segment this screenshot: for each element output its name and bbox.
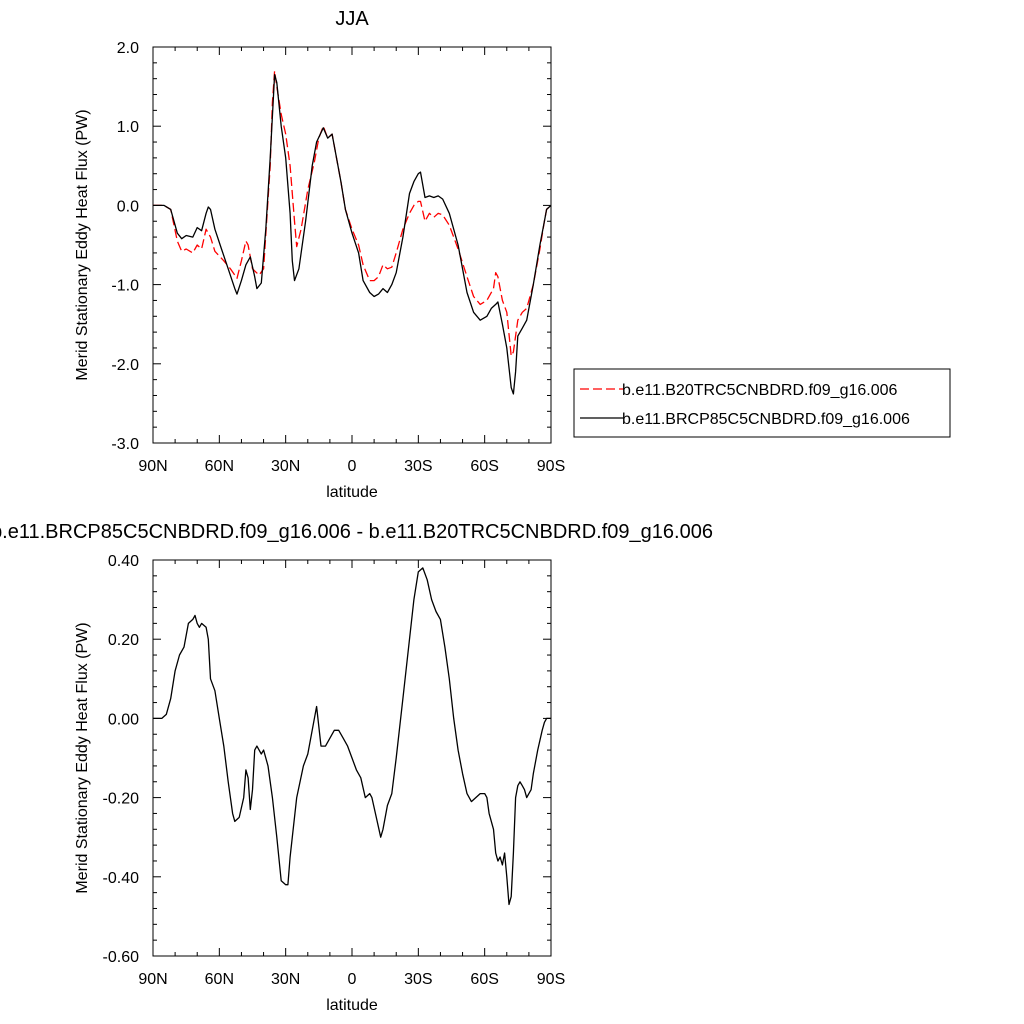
series-line-2: [153, 74, 552, 395]
legend: b.e11.B20TRC5CNBDRD.f09_g16.006 b.e11.BRC…: [573, 368, 951, 438]
y-tick-label: -2.0: [111, 357, 139, 374]
y-axis-label: Merid Stationary Eddy Heat Flux (PW): [74, 622, 91, 893]
x-tick-label: 30N: [271, 971, 300, 988]
x-tick-label: 30S: [404, 971, 432, 988]
series-line-1: [153, 70, 552, 357]
y-tick-label: 2.0: [117, 40, 139, 57]
y-tick-label: 0.20: [108, 632, 139, 649]
x-tick-label: 0: [348, 458, 357, 475]
y-axis-label: Merid Stationary Eddy Heat Flux (PW): [74, 109, 91, 380]
x-tick-label: 60N: [205, 458, 234, 475]
y-tick-label: 1.0: [117, 119, 139, 136]
x-tick-label: 60N: [205, 971, 234, 988]
y-tick-label: -0.20: [103, 791, 140, 808]
x-tick-label: 0: [348, 971, 357, 988]
plot-frame: [152, 46, 552, 444]
legend-label-1: b.e11.B20TRC5CNBDRD.f09_g16.006: [622, 382, 898, 399]
legend-box: [573, 368, 951, 438]
x-tick-label: 60S: [470, 458, 498, 475]
legend-label-2: b.e11.BRCP85C5CNBDRD.f09_g16.006: [622, 411, 910, 428]
series-line-1: [153, 567, 551, 906]
x-tick-label: 90N: [138, 971, 167, 988]
x-axis-label: latitude: [326, 997, 378, 1014]
x-tick-label: 90N: [138, 458, 167, 475]
chart-panel-2: b.e11.BRCP85C5CNBDRD.f09_g16.006 - b.e11…: [0, 521, 713, 1014]
y-tick-label: 0.40: [108, 553, 139, 570]
y-tick-label: -3.0: [111, 436, 139, 453]
y-tick-label: -0.40: [103, 870, 140, 887]
y-tick-label: 0.0: [117, 198, 139, 215]
y-tick-label: -1.0: [111, 278, 139, 295]
x-tick-label: 60S: [470, 971, 498, 988]
chart-title: b.e11.BRCP85C5CNBDRD.f09_g16.006 - b.e11…: [0, 521, 713, 543]
x-tick-label: 90S: [537, 971, 565, 988]
x-tick-label: 30N: [271, 458, 300, 475]
x-axis-label: latitude: [326, 484, 378, 501]
x-tick-label: 30S: [404, 458, 432, 475]
chart-panel-1: JJA 90N 60N 30N 0 30S 60S 90S 2.0 1.0 0.0 -1.0 -2.0 -…: [74, 8, 951, 501]
x-tick-label: 90S: [537, 458, 565, 475]
y-tick-label: 0.00: [108, 711, 139, 728]
chart-title: JJA: [335, 8, 369, 30]
y-tick-label: -0.60: [103, 949, 140, 966]
